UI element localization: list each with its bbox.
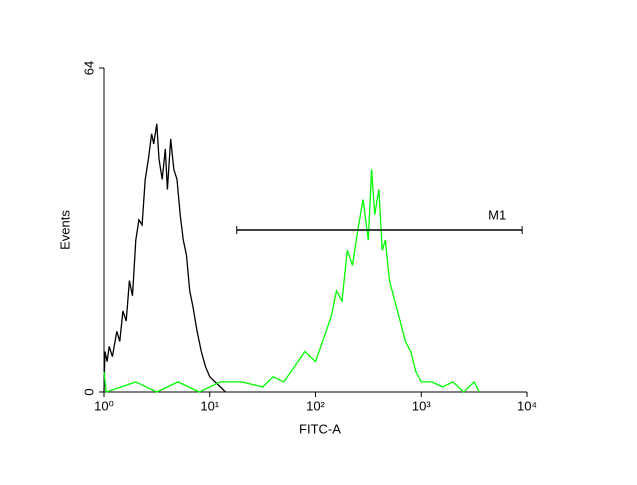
x-tick-label: 10¹ — [200, 398, 219, 413]
histogram-line — [103, 169, 480, 393]
x-tick-label: 10⁰ — [94, 398, 114, 413]
x-axis-label: FITC-A — [299, 421, 341, 436]
x-tick-label: 10⁴ — [517, 398, 537, 413]
x-tick-label: 10² — [306, 398, 325, 413]
x-tick-label: 10³ — [412, 398, 431, 413]
marker-label: M1 — [488, 207, 506, 222]
y-axis-label: Events — [57, 210, 72, 250]
y-tick-label: 64 — [81, 61, 96, 75]
histogram-line — [103, 123, 226, 393]
y-tick-label: 0 — [81, 388, 96, 395]
